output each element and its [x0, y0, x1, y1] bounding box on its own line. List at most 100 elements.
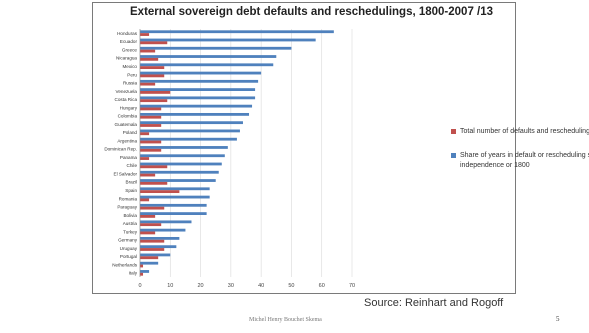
source-caption: Source: Reinhart and Rogoff	[364, 297, 504, 309]
bar-defaults	[140, 165, 168, 169]
bar-share	[140, 179, 216, 182]
category-label: Austria	[123, 221, 138, 226]
bar-defaults	[140, 74, 165, 78]
category-label: Peru	[127, 72, 137, 77]
bar-defaults	[140, 41, 168, 45]
bar-defaults	[140, 272, 144, 276]
x-tick-label: 70	[349, 283, 355, 289]
category-label: Dominican Rep.	[104, 147, 137, 152]
x-tick-label: 0	[138, 283, 141, 289]
bar-defaults	[140, 115, 162, 119]
x-tick-label: 40	[258, 283, 264, 289]
bar-defaults	[140, 107, 162, 111]
category-label: Honduras	[117, 31, 138, 36]
bar-defaults	[140, 33, 150, 36]
page-number: 5	[556, 315, 560, 323]
bar-share	[140, 104, 253, 108]
category-label: El Salvador	[114, 171, 138, 176]
bar-share	[140, 55, 277, 58]
x-tick-label: 30	[228, 283, 234, 289]
bar-share	[140, 170, 219, 174]
bar-share	[140, 46, 292, 50]
bar-share	[140, 261, 159, 265]
category-label: Uruguay	[120, 246, 138, 251]
bar-defaults	[140, 206, 165, 210]
category-label: Colombia	[118, 114, 138, 119]
bar-share	[140, 212, 207, 215]
category-label: Romania	[119, 196, 138, 201]
category-label: Ecuador	[120, 39, 138, 44]
bar-share	[140, 203, 207, 207]
bar-share	[140, 146, 228, 149]
category-label: Italy	[129, 271, 138, 276]
bar-defaults	[140, 140, 162, 144]
category-label: Turkey	[123, 229, 138, 234]
category-labels: Honduras Ecuador Greece Nicaragua Mexico Peru…	[104, 31, 137, 276]
chart-frame: Honduras Ecuador Greece Nicaragua Mexico Peru…	[92, 2, 589, 294]
x-tick-label: 50	[288, 283, 294, 289]
bar-share	[140, 129, 240, 133]
bar-share	[140, 253, 171, 257]
category-label: Spain	[125, 188, 137, 193]
category-label: Hungary	[120, 105, 138, 110]
bar-defaults	[140, 198, 150, 202]
bar-defaults	[140, 148, 162, 152]
bar-share	[140, 187, 210, 191]
bar-defaults	[140, 264, 144, 268]
category-label: Chile	[127, 163, 138, 168]
legend-swatch-red	[451, 129, 456, 134]
bar-defaults	[140, 82, 156, 86]
category-label: Costa Rica	[115, 97, 138, 102]
chart: Honduras Ecuador Greece Nicaragua Mexico Peru…	[104, 29, 355, 289]
bar-share	[140, 162, 222, 166]
bar-defaults	[140, 239, 165, 243]
bar-defaults	[140, 66, 165, 70]
category-label: Netherlands	[112, 262, 137, 267]
legend: Total number of defaults and reschedulin…	[451, 127, 589, 185]
bar-share	[140, 88, 256, 91]
legend-swatch-blue	[451, 153, 456, 158]
x-tick-labels: 0 10 20 30 40 50 60 70	[138, 283, 355, 289]
category-label: Argentina	[117, 138, 137, 143]
bar-share	[140, 245, 177, 249]
bar-share	[140, 79, 259, 83]
bar-share	[140, 71, 262, 75]
bar-defaults	[140, 223, 162, 227]
category-label: Guatemala	[115, 122, 138, 127]
bar-defaults	[140, 157, 150, 160]
bar-defaults	[140, 91, 171, 94]
category-label: Germany	[118, 238, 138, 243]
bar-share	[140, 112, 250, 116]
legend-label: Total number of defaults and reschedulin…	[460, 128, 589, 135]
bar-share	[140, 63, 274, 67]
bar-defaults	[140, 99, 168, 103]
category-label: Panama	[120, 155, 138, 160]
bar-share	[140, 38, 316, 42]
category-label: Russia	[123, 81, 137, 86]
bar-share	[140, 236, 180, 240]
bar-share	[140, 121, 243, 125]
bar-defaults	[140, 173, 156, 177]
bar-share	[140, 220, 192, 224]
bar-share	[140, 270, 150, 273]
legend-label: Share of years in default or reschedulin…	[460, 152, 589, 169]
category-label: Portugal	[120, 254, 137, 259]
legend-item-share: Share of years in default or reschedulin…	[451, 151, 589, 171]
category-label: Poland	[123, 130, 138, 135]
bar-defaults	[140, 248, 165, 251]
bar-share	[140, 96, 256, 100]
x-tick-label: 20	[198, 283, 204, 289]
bar-share	[140, 154, 225, 158]
category-label: Nicaragua	[116, 56, 137, 61]
legend-item-defaults: Total number of defaults and reschedulin…	[451, 127, 589, 137]
grid	[139, 29, 353, 277]
bars	[140, 30, 334, 276]
category-label: Venezuela	[116, 89, 138, 94]
bar-defaults	[140, 49, 156, 53]
bar-defaults	[140, 190, 180, 194]
bar-defaults	[140, 231, 156, 235]
category-label: Bolivia	[123, 213, 137, 218]
bar-defaults	[140, 124, 162, 127]
bar-defaults	[140, 57, 159, 61]
